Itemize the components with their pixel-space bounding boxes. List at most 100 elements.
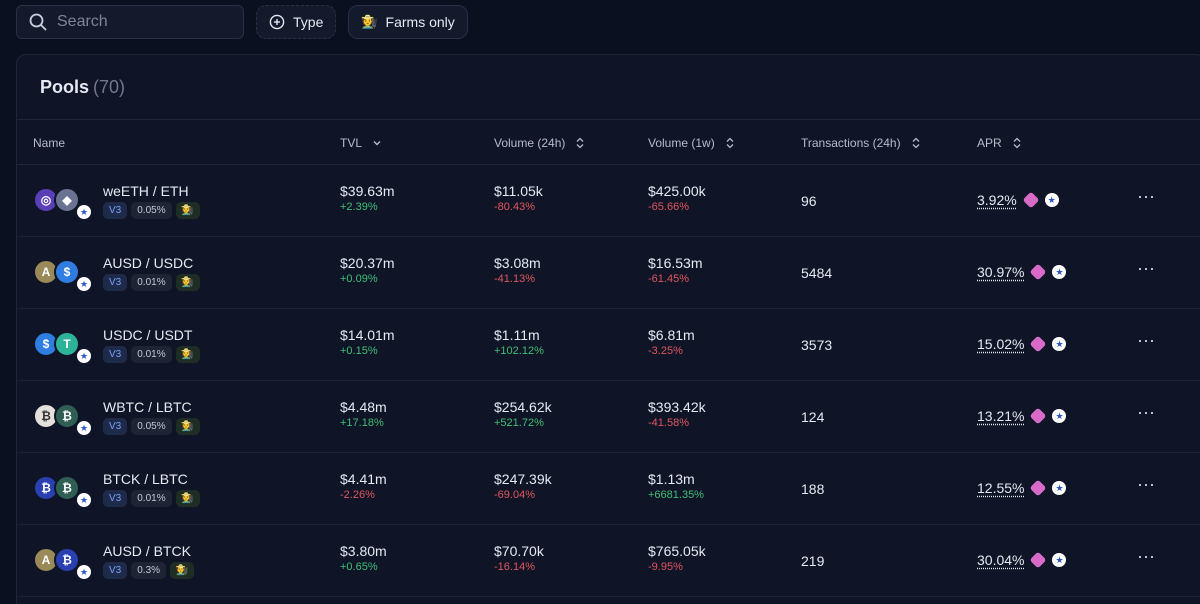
column-tvl-label: TVL bbox=[340, 136, 362, 150]
table-row[interactable]: ₿ ₿ ★ BTCK / LBTC V3 0.01% 🧑‍🌾 $4.41m -2… bbox=[17, 453, 1200, 525]
farm-badge: 🧑‍🌾 bbox=[176, 490, 200, 507]
reward-token-icon: ★ bbox=[1052, 337, 1066, 351]
transactions-value: 188 bbox=[801, 481, 824, 497]
column-transactions[interactable]: Transactions (24h) bbox=[801, 136, 921, 150]
transactions-value: 219 bbox=[801, 553, 824, 569]
volume-24h-value: $70.70k bbox=[494, 543, 544, 559]
token-b-icon: $ bbox=[54, 259, 80, 285]
table-row[interactable]: A $ ★ AUSD / USDC V3 0.01% 🧑‍🌾 $20.37m +… bbox=[17, 237, 1200, 309]
reward-gem-icon bbox=[1030, 552, 1047, 569]
tvl-cell: $39.63m +2.39% bbox=[340, 183, 394, 213]
column-name-label: Name bbox=[33, 136, 65, 150]
tvl-change: +0.15% bbox=[340, 345, 394, 357]
farm-badge: 🧑‍🌾 bbox=[176, 346, 200, 363]
search-box[interactable] bbox=[16, 5, 244, 39]
tvl-change: +0.09% bbox=[340, 273, 394, 285]
pool-pair-name[interactable]: WBTC / LBTC bbox=[103, 399, 192, 415]
type-filter-label: Type bbox=[293, 14, 323, 30]
tvl-change: +2.39% bbox=[340, 201, 394, 213]
pool-pair-name[interactable]: USDC / USDT bbox=[103, 327, 192, 343]
pool-badges: V3 0.01% 🧑‍🌾 bbox=[103, 346, 200, 363]
volume-1w-change: -61.45% bbox=[648, 273, 702, 285]
more-options-button[interactable]: ⋯ bbox=[1137, 547, 1156, 568]
sort-icon bbox=[725, 137, 735, 149]
apr-value[interactable]: 15.02% bbox=[977, 336, 1024, 352]
more-options-button[interactable]: ⋯ bbox=[1137, 259, 1156, 280]
pool-pair-name[interactable]: AUSD / USDC bbox=[103, 255, 193, 271]
volume-1w-change: -41.58% bbox=[648, 417, 706, 429]
volume-24h-cell: $1.11m +102.12% bbox=[494, 327, 544, 357]
version-badge: V3 bbox=[103, 202, 127, 219]
version-badge: V3 bbox=[103, 274, 127, 291]
apr-cell[interactable]: 15.02% ★ bbox=[977, 336, 1066, 352]
chain-icon: ★ bbox=[77, 349, 91, 363]
apr-cell[interactable]: 13.21% ★ bbox=[977, 408, 1066, 424]
sort-desc-icon bbox=[372, 138, 382, 148]
table-row[interactable]: ◎ ◆ ★ weETH / ETH V3 0.05% 🧑‍🌾 $39.63m +… bbox=[17, 165, 1200, 237]
toolbar: Type 🧑‍🌾 Farms only bbox=[16, 5, 468, 39]
pool-badges: V3 0.3% 🧑‍🌾 bbox=[103, 562, 194, 579]
apr-value[interactable]: 3.92% bbox=[977, 192, 1017, 208]
farms-only-toggle[interactable]: 🧑‍🌾 Farms only bbox=[348, 5, 467, 39]
token-pair-icons: $ T ★ bbox=[33, 331, 83, 365]
column-apr[interactable]: APR bbox=[977, 136, 1022, 150]
volume-1w-cell: $765.05k -9.95% bbox=[648, 543, 706, 573]
apr-cell[interactable]: 3.92% ★ bbox=[977, 192, 1059, 208]
reward-gem-icon bbox=[1022, 192, 1039, 209]
volume-24h-cell: $11.05k -80.43% bbox=[494, 183, 543, 213]
column-tvl[interactable]: TVL bbox=[340, 136, 382, 150]
volume-1w-value: $425.00k bbox=[648, 183, 706, 199]
column-volume-24h[interactable]: Volume (24h) bbox=[494, 136, 585, 150]
apr-cell[interactable]: 30.04% ★ bbox=[977, 552, 1066, 568]
column-volume-1w-label: Volume (1w) bbox=[648, 136, 715, 150]
reward-gem-icon bbox=[1030, 480, 1047, 497]
fee-badge: 0.01% bbox=[131, 490, 171, 507]
apr-cell[interactable]: 30.97% ★ bbox=[977, 264, 1066, 280]
more-options-button[interactable]: ⋯ bbox=[1137, 187, 1156, 208]
token-pair-icons: A ₿ ★ bbox=[33, 547, 83, 581]
transactions-value: 5484 bbox=[801, 265, 832, 281]
reward-gem-icon bbox=[1030, 408, 1047, 425]
apr-value[interactable]: 30.97% bbox=[977, 264, 1024, 280]
column-volume-1w[interactable]: Volume (1w) bbox=[648, 136, 735, 150]
type-filter-button[interactable]: Type bbox=[256, 5, 336, 39]
pool-pair-name[interactable]: AUSD / BTCK bbox=[103, 543, 191, 559]
more-options-button[interactable]: ⋯ bbox=[1137, 331, 1156, 352]
token-pair-icons: A $ ★ bbox=[33, 259, 83, 293]
token-pair-icons: ₿ ₿ ★ bbox=[33, 475, 83, 509]
apr-cell[interactable]: 12.55% ★ bbox=[977, 480, 1066, 496]
table-header: Name TVL Volume (24h) Volume (1w) Transa… bbox=[17, 119, 1200, 165]
tvl-cell: $3.80m +0.65% bbox=[340, 543, 387, 573]
table-row[interactable]: ₿ ₿ ★ WBTC / LBTC V3 0.05% 🧑‍🌾 $4.48m +1… bbox=[17, 381, 1200, 453]
pools-title-text: Pools bbox=[40, 77, 89, 97]
volume-24h-change: -69.04% bbox=[494, 489, 552, 501]
pool-pair-name[interactable]: BTCK / LBTC bbox=[103, 471, 188, 487]
more-options-button[interactable]: ⋯ bbox=[1137, 403, 1156, 424]
pools-card: Pools (70) Name TVL Volume (24h) Volume (… bbox=[16, 54, 1200, 604]
volume-24h-value: $1.11m bbox=[494, 327, 544, 343]
apr-value[interactable]: 30.04% bbox=[977, 552, 1024, 568]
sort-icon bbox=[1012, 137, 1022, 149]
fee-badge: 0.05% bbox=[131, 418, 171, 435]
volume-24h-cell: $70.70k -16.14% bbox=[494, 543, 544, 573]
apr-value[interactable]: 12.55% bbox=[977, 480, 1024, 496]
fee-badge: 0.01% bbox=[131, 274, 171, 291]
tvl-cell: $14.01m +0.15% bbox=[340, 327, 394, 357]
table-row[interactable]: $ T ★ USDC / USDT V3 0.01% 🧑‍🌾 $14.01m +… bbox=[17, 309, 1200, 381]
table-row[interactable]: A ₿ ★ AUSD / BTCK V3 0.3% 🧑‍🌾 $3.80m +0.… bbox=[17, 525, 1200, 597]
tvl-cell: $4.41m -2.26% bbox=[340, 471, 387, 501]
fee-badge: 0.3% bbox=[131, 562, 166, 579]
transactions-value: 96 bbox=[801, 193, 817, 209]
more-options-button[interactable]: ⋯ bbox=[1137, 475, 1156, 496]
volume-24h-cell: $3.08m -41.13% bbox=[494, 255, 541, 285]
volume-1w-value: $393.42k bbox=[648, 399, 706, 415]
pools-count: (70) bbox=[93, 77, 125, 97]
apr-value[interactable]: 13.21% bbox=[977, 408, 1024, 424]
search-input[interactable] bbox=[57, 13, 227, 31]
pool-pair-name[interactable]: weETH / ETH bbox=[103, 183, 189, 199]
transactions-value: 3573 bbox=[801, 337, 832, 353]
reward-token-icon: ★ bbox=[1052, 481, 1066, 495]
volume-1w-cell: $16.53m -61.45% bbox=[648, 255, 702, 285]
farmer-icon: 🧑‍🌾 bbox=[361, 14, 377, 30]
volume-24h-change: +102.12% bbox=[494, 345, 544, 357]
